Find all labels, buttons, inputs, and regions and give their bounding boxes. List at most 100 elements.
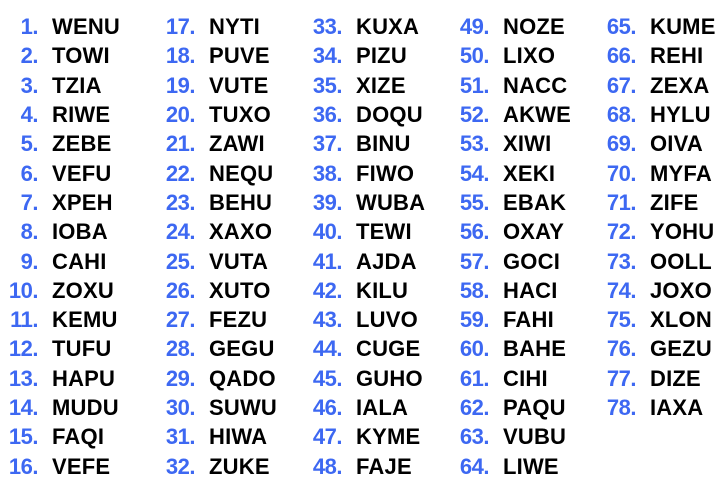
item-word: IALA [356, 395, 409, 420]
item-word: VUTA [209, 248, 269, 274]
item-word: IAXA [650, 395, 704, 420]
list-item: 2. TOWI [0, 41, 120, 70]
item-number: 29. [165, 365, 196, 391]
item-word: ZOXU [52, 277, 114, 303]
list-item: 54. XEKI [451, 158, 571, 187]
item-number: 54. [459, 160, 490, 186]
item-number: 61. [459, 365, 490, 391]
item-number: 32. [165, 453, 196, 479]
item-word: KUXA [356, 14, 420, 40]
item-number: 57. [459, 248, 490, 274]
list-item: 12. TUFU [0, 334, 120, 363]
item-word: VEFU [52, 160, 112, 186]
item-word: NYTI [209, 14, 260, 40]
item-number: 58. [459, 277, 490, 303]
item-number: 15. [8, 424, 39, 450]
list-item: 64. LIWE [451, 451, 571, 480]
list-item: 27. FEZU [157, 305, 277, 334]
item-number: 53. [459, 131, 490, 157]
list-item: 50. LIXO [451, 41, 571, 70]
item-number: 77. [606, 365, 637, 391]
list-column: 33. KUXA 34. PIZU 35. XIZE 36. DOQU 37. BINU 38. FI… [304, 12, 425, 481]
list-item: 58. HACI [451, 276, 571, 305]
list-item: 6. VEFU [0, 158, 120, 187]
list-item: 14. MUDU [0, 393, 120, 422]
item-word: XIWI [503, 131, 552, 157]
list-item: 30. SUWU [157, 393, 277, 422]
item-word: BINU [356, 131, 411, 157]
item-word: MUDU [52, 395, 119, 420]
item-word: RIWE [52, 102, 111, 128]
list-item: 40. TEWI [304, 217, 425, 246]
list-item: 55. EBAK [451, 188, 571, 217]
item-number: 38. [312, 160, 343, 186]
item-number: 50. [459, 43, 490, 69]
item-number: 73. [606, 248, 637, 274]
item-number: 21. [165, 131, 196, 157]
item-word: FIWO [356, 160, 415, 186]
item-word: PUVE [209, 43, 270, 69]
list-item: 71. ZIFE [598, 188, 716, 217]
item-number: 45. [312, 365, 343, 391]
item-number: 65. [606, 14, 637, 40]
list-item: 22. NEQU [157, 158, 277, 187]
item-word: CIHI [503, 365, 548, 391]
item-number: 67. [606, 72, 637, 98]
item-number: 49. [459, 14, 490, 40]
item-number: 6. [20, 160, 39, 186]
item-number: 68. [606, 102, 637, 128]
list-item: 42. KILU [304, 276, 425, 305]
list-item: 57. GOCI [451, 246, 571, 275]
list-item: 26. XUTO [157, 276, 277, 305]
item-word: KILU [356, 277, 409, 303]
item-number: 16. [8, 453, 39, 479]
item-word: BEHU [209, 189, 273, 215]
item-word: WENU [52, 14, 121, 40]
item-word: FAJE [356, 453, 412, 479]
list-item: 36. DOQU [304, 100, 425, 129]
list-item: 60. BAHE [451, 334, 571, 363]
list-item: 1. WENU [0, 12, 120, 41]
list-column: 65. KUME 66. REHI 67. ZEXA 68. HYLU 69. OIVA 70. MY… [598, 12, 716, 422]
list-item: 43. LUVO [304, 305, 425, 334]
list-item: 75. XLON [598, 305, 716, 334]
item-word: YOHU [650, 219, 715, 245]
item-word: XAXO [209, 219, 273, 245]
list-item: 51. NACC [451, 71, 571, 100]
list-item: 59. FAHI [451, 305, 571, 334]
list-item: 38. FIWO [304, 158, 425, 187]
list-item: 45. GUHO [304, 364, 425, 393]
item-number: 20. [165, 102, 196, 128]
list-item: 44. CUGE [304, 334, 425, 363]
item-number: 30. [165, 395, 196, 420]
item-number: 33. [312, 14, 343, 40]
item-number: 24. [165, 219, 196, 245]
list-item: 66. REHI [598, 41, 716, 70]
list-item: 4. RIWE [0, 100, 120, 129]
item-number: 4. [20, 102, 39, 128]
item-number: 14. [8, 395, 39, 420]
item-number: 42. [312, 277, 343, 303]
item-number: 72. [606, 219, 637, 245]
item-word: HAPU [52, 365, 116, 391]
list-item: 41. AJDA [304, 246, 425, 275]
item-number: 52. [459, 102, 490, 128]
list-item: 8. IOBA [0, 217, 120, 246]
item-word: HACI [503, 277, 558, 303]
item-number: 64. [459, 453, 490, 479]
item-number: 40. [312, 219, 343, 245]
list-item: 16. VEFE [0, 451, 120, 480]
list-item: 29. QADO [157, 364, 277, 393]
item-word: VUBU [503, 424, 567, 450]
item-word: PIZU [356, 43, 407, 69]
item-word: GEZU [650, 336, 712, 362]
list-item: 23. BEHU [157, 188, 277, 217]
list-item: 24. XAXO [157, 217, 277, 246]
item-word: ZUKE [209, 453, 270, 479]
list-item: 62. PAQU [451, 393, 571, 422]
item-word: DIZE [650, 365, 701, 391]
item-word: BAHE [503, 336, 567, 362]
item-word: GOCI [503, 248, 561, 274]
item-word: JOXO [650, 277, 712, 303]
